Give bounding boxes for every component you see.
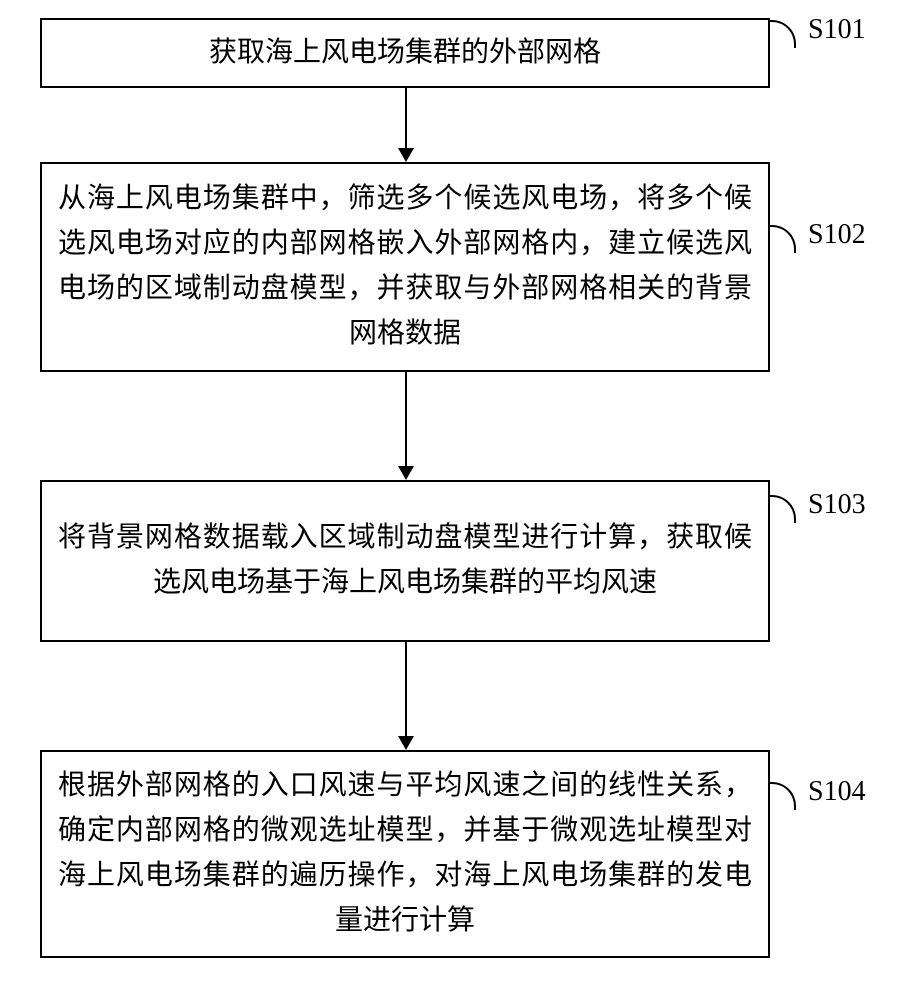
callout-bracket xyxy=(770,495,796,523)
arrow-line xyxy=(405,642,407,738)
step-text: 获取海上风电场集群的外部网格 xyxy=(209,31,601,76)
flowchart-container: 获取海上风电场集群的外部网格 S101 从海上风电场集群中，筛选多个候选风电场，… xyxy=(0,0,911,1000)
callout-bracket xyxy=(770,20,796,48)
step-text: 将背景网格数据载入区域制动盘模型进行计算，获取候选风电场基于海上风电场集群的平均… xyxy=(58,516,752,606)
step-box-s103: 将背景网格数据载入区域制动盘模型进行计算，获取候选风电场基于海上风电场集群的平均… xyxy=(40,480,770,642)
callout-bracket xyxy=(770,782,796,810)
step-box-s101: 获取海上风电场集群的外部网格 xyxy=(40,18,770,88)
step-label: S104 xyxy=(808,776,866,808)
arrow-head-icon xyxy=(398,466,414,480)
arrow-line xyxy=(405,88,407,150)
arrow-head-icon xyxy=(398,736,414,750)
step-label: S103 xyxy=(808,489,866,521)
callout-bracket xyxy=(770,225,796,253)
step-box-s102: 从海上风电场集群中，筛选多个候选风电场，将多个候选风电场对应的内部网格嵌入外部网… xyxy=(40,162,770,372)
arrow-head-icon xyxy=(398,148,414,162)
step-box-s104: 根据外部网格的入口风速与平均风速之间的线性关系，确定内部网格的微观选址模型，并基… xyxy=(40,750,770,958)
step-label: S101 xyxy=(808,14,866,46)
step-text: 从海上风电场集群中，筛选多个候选风电场，将多个候选风电场对应的内部网格嵌入外部网… xyxy=(58,177,752,356)
arrow-line xyxy=(405,372,407,468)
step-label: S102 xyxy=(808,219,866,251)
step-text: 根据外部网格的入口风速与平均风速之间的线性关系，确定内部网格的微观选址模型，并基… xyxy=(58,764,752,943)
